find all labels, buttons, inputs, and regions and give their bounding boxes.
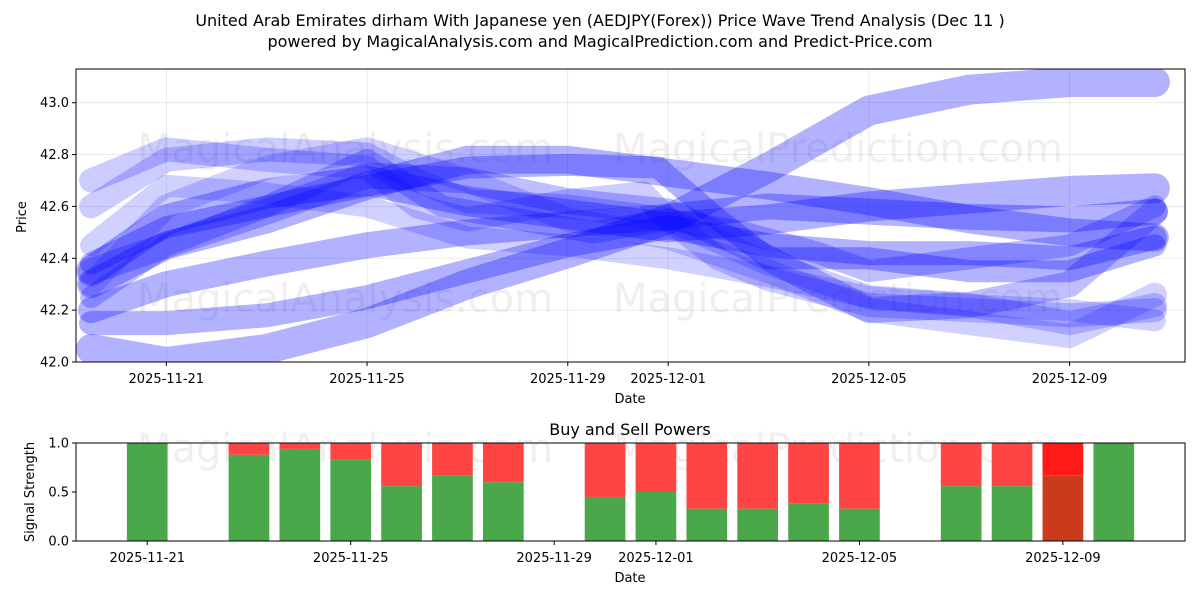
signal-xtick-label-5: 2025-12-09: [1025, 551, 1101, 566]
buy-bar-2: [279, 448, 321, 541]
price-x-ticks: 2025-11-21 2025-11-25 2025-11-29 2025-12-01…: [129, 362, 1108, 387]
signal-ytick-label-0: 0.0: [48, 535, 69, 550]
watermark-prediction-top: MagicalPrediction.com: [613, 126, 1063, 172]
sell-bar-9: [686, 443, 728, 509]
price-watermarks: MagicalAnalysis.com MagicalPrediction.co…: [137, 126, 1063, 322]
sell-bar-5: [432, 443, 473, 476]
signal-ytick-label-2: 1.0: [48, 437, 69, 452]
wave-band-11: [80, 153, 1166, 283]
wave-band-4: [78, 193, 1168, 324]
buy-bar-15: [1042, 475, 1084, 541]
sell-bar-7: [584, 443, 626, 497]
signal-x-axis-label: Date: [614, 571, 645, 586]
buy-bar-6: [482, 482, 524, 541]
buy-bar-3: [330, 459, 372, 541]
wave-band-6: [79, 215, 1167, 336]
wave-band-2: [76, 165, 1170, 287]
sell-bar-14: [991, 443, 1033, 487]
buy-bar-7: [584, 496, 626, 541]
buy-bar-9: [686, 508, 728, 541]
sell-bar-4: [381, 443, 422, 487]
signal-xtick-label-4: 2025-12-05: [822, 551, 898, 566]
price-xtick-label-4: 2025-12-05: [831, 372, 907, 387]
buy-bar-13: [940, 486, 982, 541]
signal-bars: [126, 443, 1135, 541]
buy-bar-12: [839, 508, 880, 541]
wave-band-5: [78, 162, 1168, 324]
wave-band-8: [79, 137, 1167, 336]
wave-band-7: [79, 137, 1167, 328]
signal-xtick-label-1: 2025-11-25: [313, 551, 389, 566]
price-ytick-label-3: 42.6: [40, 200, 69, 215]
sell-bar-1: [228, 443, 270, 455]
buy-bar-4: [381, 486, 422, 541]
buy-sell-power-chart: Buy and Sell Powers MagicalAnalysis.com …: [23, 420, 1186, 586]
sell-bar-8: [635, 443, 677, 492]
wave-band-12: [80, 148, 1166, 309]
price-plot-frame: [75, 68, 1186, 363]
sell-bar-2: [279, 443, 321, 449]
buy-sell-title: Buy and Sell Powers: [549, 420, 711, 439]
price-ytick-label-0: 42.0: [40, 356, 69, 371]
watermark-analysis-mid: MagicalAnalysis.com: [137, 276, 553, 322]
chart-title-line-2: powered by MagicalAnalysis.com and Magic…: [267, 32, 932, 51]
sell-bar-3: [330, 443, 372, 460]
price-x-axis-label: Date: [614, 392, 645, 407]
price-xtick-label-2: 2025-11-29: [530, 372, 606, 387]
sell-bar-11: [788, 443, 829, 504]
chart-title-line-1: United Arab Emirates dirham With Japanes…: [195, 11, 1004, 30]
buy-bar-16: [1093, 443, 1135, 541]
sell-bar-12: [839, 443, 880, 509]
buy-bar-8: [635, 492, 677, 541]
buy-bar-0: [126, 443, 168, 541]
signal-y-axis-label: Signal Strength: [23, 442, 38, 542]
price-ytick-label-4: 42.8: [40, 148, 69, 163]
sell-bar-13: [940, 443, 982, 487]
price-ytick-label-1: 42.2: [40, 304, 69, 319]
sell-bar-10: [737, 443, 779, 509]
sell-bar-6: [482, 443, 524, 483]
buy-bar-14: [991, 486, 1033, 541]
wave-band-1: [76, 69, 1170, 362]
buy-bar-11: [788, 503, 829, 541]
buy-bar-10: [737, 508, 779, 541]
wave-bands: [76, 69, 1170, 362]
signal-x-ticks: 2025-11-21 2025-11-25 2025-11-29 2025-12-01…: [109, 541, 1101, 566]
price-y-axis-label: Price: [15, 201, 30, 233]
buy-bar-5: [432, 475, 473, 541]
signal-y-ticks: 0.0 0.5 1.0: [48, 437, 76, 550]
signal-xtick-label-3: 2025-12-01: [618, 551, 694, 566]
price-xtick-label-0: 2025-11-21: [129, 372, 205, 387]
signal-xtick-label-0: 2025-11-21: [109, 551, 185, 566]
price-ytick-label-2: 42.4: [40, 252, 69, 267]
sell-bar-15: [1042, 443, 1084, 476]
price-ytick-label-5: 43.0: [40, 96, 69, 111]
buy-bar-1: [228, 454, 270, 541]
watermark-prediction-mid: MagicalPrediction.com: [613, 276, 1063, 322]
price-xtick-label-3: 2025-12-01: [630, 372, 706, 387]
price-xtick-label-1: 2025-11-25: [329, 372, 405, 387]
signal-ytick-label-1: 0.5: [48, 486, 69, 501]
watermark-analysis-top: MagicalAnalysis.com: [137, 126, 553, 172]
price-xtick-label-5: 2025-12-09: [1032, 372, 1108, 387]
wave-band-3: [77, 145, 1169, 299]
price-y-ticks: 42.0 42.2 42.4 42.6 42.8 43.0: [40, 96, 76, 371]
wave-band-9: [79, 137, 1167, 349]
wave-band-10: [80, 174, 1166, 332]
signal-xtick-label-2: 2025-11-29: [516, 551, 592, 566]
price-wave-chart: MagicalAnalysis.com MagicalPrediction.co…: [15, 68, 1186, 407]
